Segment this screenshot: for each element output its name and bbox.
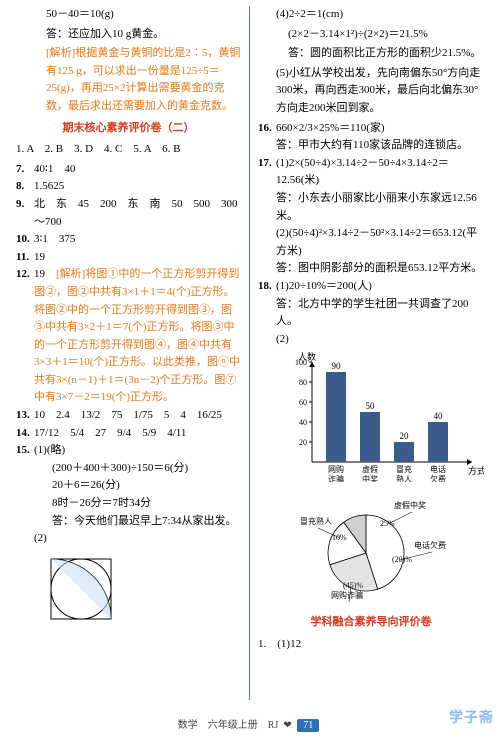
r3: 答：圆的面积比正方形的面积少21.5%。 [258,45,484,63]
qnum: 15. [16,442,34,548]
section-heading: 学科融合素养导向评价卷 [258,614,484,632]
bar-chart: 20406080100人数方式90网购诈骗50虚假中奖20冒充熟人40电话欠费 [284,352,484,482]
svg-text:20: 20 [400,431,410,441]
svg-text:熟人: 熟人 [396,474,412,482]
q9: 北 东 45 200 东 南 50 500 300～700 [34,196,241,231]
explain-body: 根据黄金与黄铜的比是2∶5，黄铜有125 g，可以求出一份量是125÷5＝25(… [46,47,240,112]
q-last: 1. (1)12 [258,636,484,654]
q15-1c: 20＋6＝26(分) [34,477,241,495]
svg-text:虚假中奖: 虚假中奖 [394,500,426,510]
svg-text:电话: 电话 [430,464,446,474]
q18-1a: (1)20÷10%＝200(人) [276,278,484,296]
q1-6: 1. A 2. B 3. D 4. C 5. A 6. B [16,141,241,159]
svg-text:20: 20 [299,438,307,447]
explain: [解析]根据黄金与黄铜的比是2∶5，黄铜有125 g，可以求出一份量是125÷5… [16,45,241,115]
explain-label: [解析] [56,268,85,280]
q8: 1.5625 [34,178,241,196]
r1: (4)2÷2＝1(cm) [258,6,484,24]
svg-text:40: 40 [434,411,444,421]
svg-text:欠费: 欠费 [430,474,446,482]
q14: 17/12 5/4 27 9/4 5/9 4/11 [34,425,241,443]
qnum: 18. [258,278,276,348]
qnum: 17. [258,155,276,278]
text: 50－40＝10(g) [16,6,241,24]
q18-1b: 答：北方中学的学生社团一共调查了200人。 [276,296,484,331]
q18-2: (2) [276,331,484,349]
svg-text:中奖: 中奖 [362,474,378,482]
svg-text:90: 90 [332,361,342,371]
q10: 3∶1 375 [34,231,241,249]
q17-2a: (2)(50÷4)²×3.14÷2－50²×3.14÷2＝653.12(平方米) [276,225,484,260]
svg-text:10%: 10% [332,533,347,542]
svg-text:冒充: 冒充 [396,464,412,474]
q12-explain: 将图①中的一个正方形剪开得到图②，图②中共有3×1＋1＝4(个)正方形。将图②中… [34,268,240,403]
qnum: 7. [16,161,34,179]
pie-chart: 网购诈骗(45)% 虚假中奖 25% 电话欠费(20)% 冒充熟人10% [296,488,446,608]
footer: 数学 六年级上册 RJ ❤ 71 [0,718,500,734]
section-heading: 期末核心素养评价卷（二） [16,120,241,138]
qnum: 16. [258,120,276,155]
q12: 19 [解析]将图①中的一个正方形剪开得到图②，图②中共有3×1＋1＝4(个)正… [34,266,241,407]
q15-2: (2) [34,530,241,548]
q17-1b: 答：小东去小丽家比小丽来小东家远12.56米。 [276,190,484,225]
q17-2b: 答：图中阴影部分的面积是653.12平方米。 [276,260,484,278]
explain-label: [解析] [46,47,75,59]
q15-1e: 答：今天他们最迟早上7:34从家出发。 [34,513,241,531]
svg-text:25%: 25% [380,519,395,528]
qnum: 14. [16,425,34,443]
qnum: 10. [16,231,34,249]
q15-1d: 8时－26分＝7时34分 [34,495,241,513]
svg-text:40: 40 [299,418,307,427]
svg-text:人数: 人数 [298,352,316,362]
r2: (2×2－3.14×1²)÷(2×2)＝21.5% [258,26,484,44]
square-circle-figure [46,554,116,624]
q7: 40∶1 40 [34,161,241,179]
svg-text:50: 50 [366,401,376,411]
q12-ans: 19 [34,268,56,280]
svg-text:(20)%: (20)% [392,555,412,564]
page-number: 71 [297,719,319,732]
svg-text:(45)%: (45)% [343,581,363,590]
svg-text:方式: 方式 [468,465,484,476]
q15-1a: (1)(略) [34,442,241,460]
footer-text: 数学 六年级上册 RJ [178,720,279,731]
q16b: 答：甲市大约有110家该品牌的连锁店。 [276,137,484,155]
svg-text:80: 80 [299,378,307,387]
q17-1a: (1)2×(50÷4)×3.14÷2－50÷4×3.14÷2＝12.56(米) [276,155,484,190]
column-divider [249,6,250,700]
svg-text:冒充熟人: 冒充熟人 [300,516,332,526]
q15: (1)(略) (200＋400＋300)÷150＝6(分) 20＋6＝26(分)… [34,442,241,548]
q13: 10 2.4 13/2 75 1/75 5 4 16/25 [34,407,241,425]
qnum: 12. [16,266,34,407]
qnum: 13. [16,407,34,425]
svg-text:虚假: 虚假 [362,464,378,474]
svg-text:60: 60 [299,398,307,407]
q15-1b: (200＋400＋300)÷150＝6(分) [34,460,241,478]
q11: 19 [34,249,241,267]
qnum: 8. [16,178,34,196]
svg-text:网购诈骗: 网购诈骗 [331,590,363,600]
qnum: 9. [16,196,34,231]
svg-text:网购: 网购 [328,464,344,474]
svg-text:诈骗: 诈骗 [328,474,344,482]
svg-text:电话欠费: 电话欠费 [414,540,446,550]
r4: (5)小红从学校出发，先向南偏东50°方向走300米，再向西走300米，最后向北… [258,65,484,118]
qnum: 11. [16,249,34,267]
q16a: 660×2/3×25%＝110(家) [276,120,484,138]
text: 答：还应加入10 g黄金。 [16,26,241,44]
watermark: 学子斋 [449,708,494,730]
